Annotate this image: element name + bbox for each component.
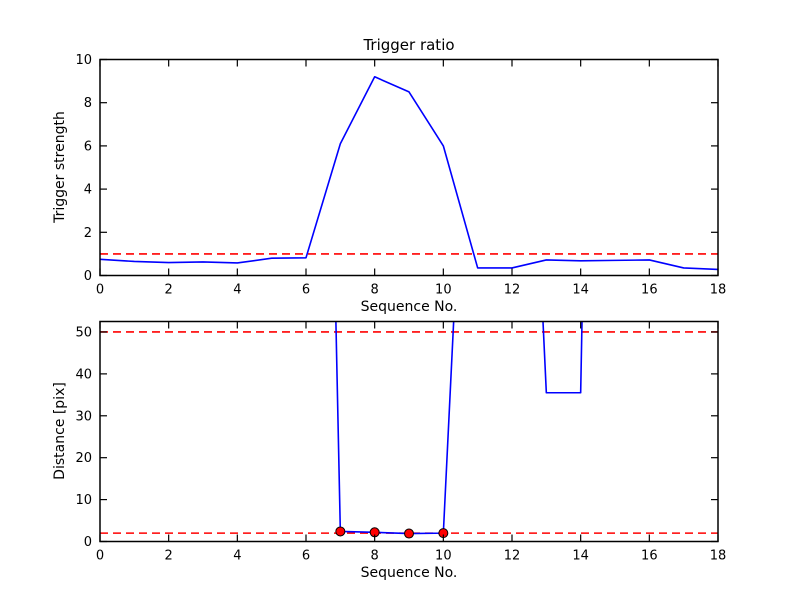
y-tick-label: 10 [75, 53, 92, 68]
x-tick-label: 16 [641, 283, 658, 298]
distance-line [335, 321, 583, 535]
x-tick-label: 2 [165, 549, 173, 564]
bottom-xaxis-label: Sequence No. [361, 565, 458, 581]
x-tick-label: 18 [710, 283, 727, 298]
bottom-yaxis-label: Distance [pix] [52, 382, 68, 480]
y-tick-label: 40 [75, 367, 92, 382]
y-tick-label: 0 [84, 269, 92, 284]
x-tick-label: 10 [435, 549, 452, 564]
x-tick-label: 18 [710, 549, 727, 564]
x-tick-label: 12 [504, 283, 521, 298]
x-tick-label: 0 [96, 283, 104, 298]
x-tick-label: 14 [572, 283, 589, 298]
y-tick-label: 0 [84, 535, 92, 550]
bottom-plot-area: 0 2 4 6 8 10 12 14 16 18 0 10 20 30 40 50 [75, 320, 727, 564]
top-plot-area: 0 2 4 6 8 10 12 14 16 18 0 2 4 6 8 10 [75, 53, 726, 298]
x-tick-label: 14 [572, 549, 589, 564]
x-tick-label: 8 [371, 549, 379, 564]
x-tick-label: 2 [165, 283, 173, 298]
y-tick-label: 10 [75, 493, 92, 508]
trigger-strength-line [100, 75, 718, 271]
y-tick-label: 4 [84, 183, 92, 198]
x-tick-label: 8 [371, 283, 379, 298]
y-tick-label: 30 [75, 409, 92, 424]
y-tick-label: 2 [84, 226, 92, 241]
x-tick-label: 4 [233, 549, 241, 564]
x-tick-label: 4 [233, 283, 241, 298]
x-tick-label: 12 [504, 549, 521, 564]
x-tick-label: 6 [302, 283, 310, 298]
x-tick-label: 6 [302, 549, 310, 564]
x-tick-label: 10 [435, 283, 452, 298]
y-tick-label: 50 [75, 325, 92, 340]
y-tick-label: 20 [75, 451, 92, 466]
top-yaxis-label: Trigger strength [52, 111, 68, 224]
data-point-marker [335, 526, 346, 537]
axes-frame [99, 320, 719, 543]
y-tick-label: 6 [84, 139, 92, 154]
top-xaxis-label: Sequence No. [361, 299, 458, 315]
axes-frame [99, 58, 719, 277]
chart-title: Trigger ratio [362, 36, 454, 54]
x-tick-label: 0 [96, 549, 104, 564]
x-tick-label: 16 [641, 549, 658, 564]
y-tick-label: 8 [84, 96, 92, 111]
data-point-marker [404, 528, 414, 539]
